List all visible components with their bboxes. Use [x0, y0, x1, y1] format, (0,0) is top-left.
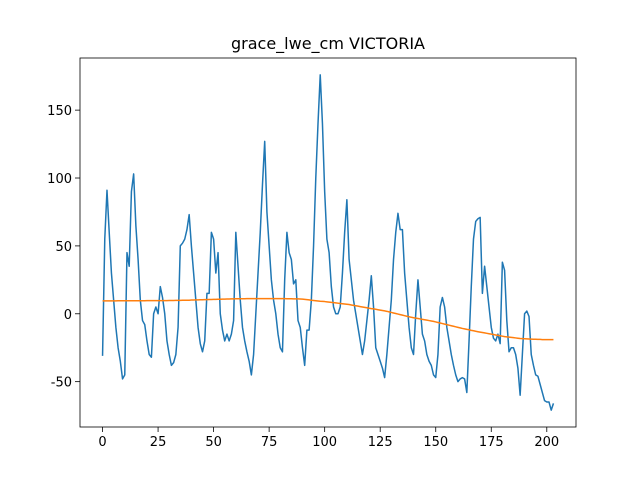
x-tick-label: 200 — [534, 435, 559, 450]
y-tick-label: 0 — [64, 308, 72, 323]
line-series — [101, 74, 555, 411]
plot-frame — [79, 57, 577, 428]
y-tick-label: -50 — [51, 376, 72, 391]
y-tick-label: 150 — [47, 104, 72, 119]
chart-title: grace_lwe_cm VICTORIA — [231, 34, 425, 54]
x-tick-label: 175 — [479, 435, 504, 450]
x-tick-label: 25 — [150, 435, 167, 450]
line-series — [102, 297, 554, 341]
x-tick-label: 50 — [205, 435, 222, 450]
x-tick-label: 100 — [312, 435, 337, 450]
x-tick-label: 0 — [98, 435, 106, 450]
x-tick-label: 150 — [423, 435, 448, 450]
y-tick-label: 100 — [47, 172, 72, 187]
x-tick-label: 125 — [368, 435, 393, 450]
x-tick-label: 75 — [261, 435, 278, 450]
y-tick-label: 50 — [55, 240, 72, 255]
